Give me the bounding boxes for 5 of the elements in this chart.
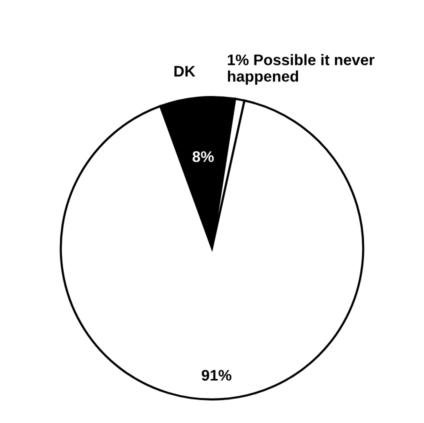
data-label: 8% [192, 151, 214, 162]
data-label: 91% [202, 370, 232, 381]
pie-slice [60, 100, 364, 400]
slice-label: 1% Possible it never happened [228, 54, 374, 85]
slice-label: DK [174, 66, 196, 77]
